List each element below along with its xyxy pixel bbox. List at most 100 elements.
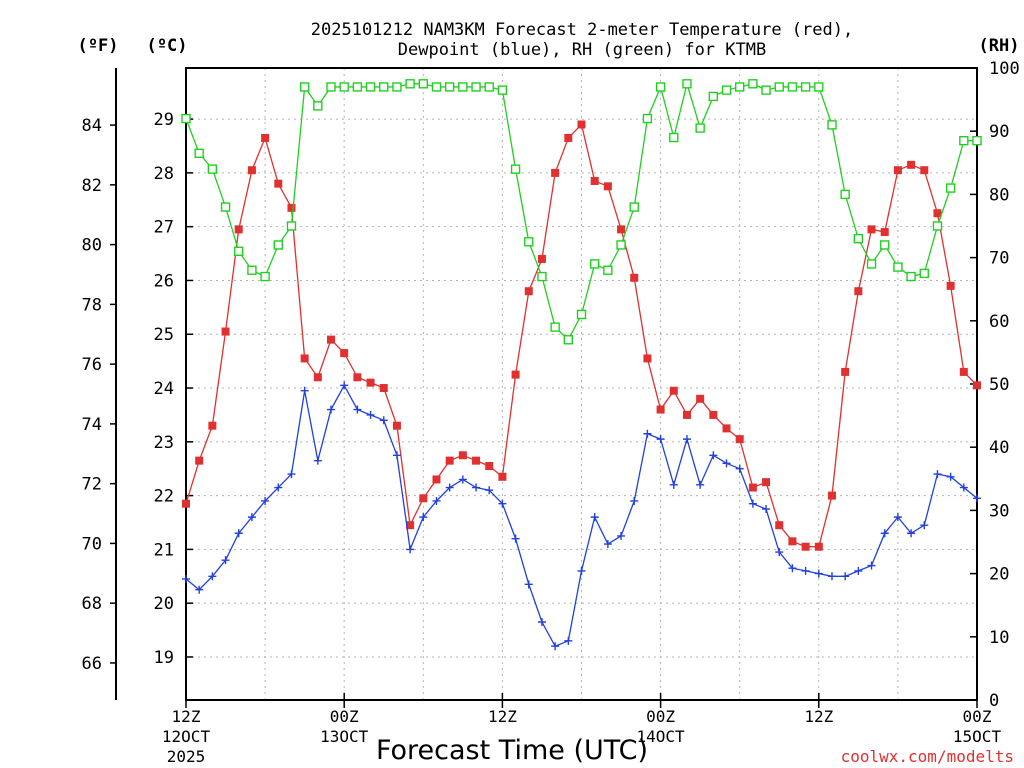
rh-point	[748, 79, 758, 89]
rh-point	[603, 265, 613, 275]
dewpoint-point	[630, 496, 639, 505]
dewpoint-point	[946, 472, 955, 481]
temperature-point	[709, 410, 718, 419]
temperature-point	[498, 472, 507, 481]
fahrenheit-tick-label: 76	[82, 355, 102, 375]
temperature-point	[735, 435, 744, 444]
temperature-point	[182, 499, 190, 508]
rh-point	[471, 82, 481, 92]
dewpoint-point	[524, 580, 533, 589]
rh-tick-label: 80	[989, 185, 1009, 205]
temperature-point	[564, 133, 573, 142]
dewpoint-point	[261, 496, 270, 505]
dewpoint-point	[551, 642, 560, 651]
rh-point	[919, 268, 929, 279]
temperature-point	[247, 166, 256, 175]
rh-tick-label: 0	[989, 691, 999, 711]
temperature-point	[867, 225, 876, 234]
plot-frame	[185, 67, 978, 701]
dewpoint-point	[445, 483, 454, 492]
celsius-tick-label: 20	[154, 594, 174, 614]
temperature-point	[327, 335, 336, 344]
temperature-point	[893, 166, 902, 175]
time-tick-label: 12Z	[488, 707, 517, 726]
dewpoint-point	[577, 566, 586, 575]
temperature-point	[208, 421, 217, 430]
dewpoint-point	[419, 513, 428, 522]
rh-point	[392, 82, 402, 92]
temperature-point	[274, 179, 283, 188]
temperature-point	[287, 203, 296, 212]
rh-tick-label: 100	[989, 59, 1020, 79]
temperature-point	[907, 160, 916, 169]
celsius-tick-label: 29	[154, 110, 174, 130]
temperature-point	[551, 168, 560, 177]
temperature-point	[524, 287, 533, 296]
temperature-point	[748, 483, 757, 492]
celsius-tick-label: 27	[154, 218, 174, 238]
dewpoint-point	[182, 574, 190, 583]
celsius-tick-label: 23	[154, 433, 174, 453]
temperature-point	[472, 456, 481, 465]
time-tick-label: 00Z	[330, 707, 359, 726]
rh-point	[866, 259, 877, 269]
temperature-point	[445, 456, 454, 465]
temperature-point	[392, 421, 401, 430]
temperature-point	[234, 225, 243, 234]
temperature-point	[432, 475, 441, 484]
rh-point	[655, 82, 666, 92]
dewpoint-point	[854, 566, 863, 575]
dewpoint-point	[669, 480, 678, 489]
rh-tick-label: 40	[989, 438, 1009, 458]
celsius-tick-label: 26	[154, 271, 174, 291]
rh-point	[194, 148, 204, 159]
dewpoint-point	[893, 513, 902, 522]
dewpoint-point	[617, 531, 626, 540]
temperature-point	[577, 120, 586, 129]
temperature-point	[841, 367, 850, 376]
dewpoint-series	[182, 381, 981, 651]
temperature-point	[340, 349, 349, 358]
rh-point	[695, 123, 705, 133]
dewpoint-point	[603, 540, 612, 549]
temperature-point	[682, 410, 691, 419]
temperature-point	[603, 182, 612, 191]
celsius-tick-label: 24	[154, 379, 174, 399]
rh-point	[510, 164, 521, 174]
grid-lines	[186, 68, 977, 700]
temperature-point	[313, 373, 322, 382]
temperature-point	[854, 287, 863, 296]
rh-point	[721, 85, 732, 95]
time-tick-label: 00Z	[963, 707, 992, 726]
rh-point	[207, 164, 218, 174]
temperature-point	[406, 521, 415, 530]
time-tick-date: 15OCT	[953, 727, 1002, 746]
rh-point	[787, 82, 798, 92]
temperature-point	[617, 225, 626, 234]
celsius-tick-label: 25	[154, 325, 174, 345]
temperature-point	[827, 491, 836, 500]
temperature-point	[458, 451, 467, 460]
credit-link[interactable]: coolwx.com/modelts	[841, 747, 1014, 766]
dewpoint-point	[340, 381, 349, 390]
rh-tick-label: 10	[989, 628, 1009, 648]
fahrenheit-tick-label: 72	[82, 475, 102, 495]
dewpoint-point	[959, 483, 968, 492]
time-tick-date: 13OCT	[320, 727, 369, 746]
temperature-point	[419, 494, 428, 503]
rh-point	[880, 240, 890, 250]
fahrenheit-tick-label: 66	[82, 654, 102, 674]
dewpoint-point	[221, 556, 230, 565]
dewpoint-line	[185, 383, 978, 648]
series-layer	[181, 79, 982, 651]
dewpoint-point	[933, 470, 942, 479]
rh-point	[932, 221, 943, 231]
time-tick-year: 2025	[167, 747, 206, 766]
time-tick-label: 00Z	[646, 707, 675, 726]
temperature-point	[261, 133, 270, 142]
rh-point	[893, 262, 903, 272]
celsius-tick-label: 21	[154, 540, 174, 560]
dewpoint-point	[643, 429, 652, 438]
